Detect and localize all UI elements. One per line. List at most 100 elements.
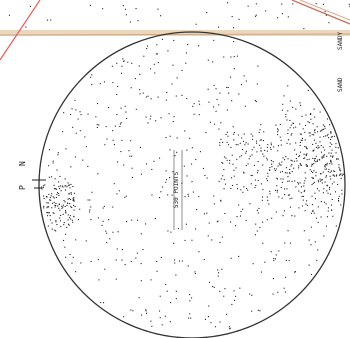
scatter-point <box>138 297 140 299</box>
scatter-point <box>89 4 91 6</box>
center-label: 530 POINTS <box>173 172 180 209</box>
scatter-point <box>325 135 327 137</box>
scatter-point <box>145 223 147 225</box>
scatter-point <box>314 158 316 160</box>
scatter-point <box>266 159 268 161</box>
scatter-point <box>291 197 293 199</box>
scatter-point <box>136 252 138 254</box>
scatter-point <box>60 190 62 192</box>
scatter-point <box>150 279 152 281</box>
sepia-diagonal-line-2 <box>299 0 350 21</box>
scatter-point <box>303 185 305 187</box>
scatter-point <box>319 130 321 132</box>
scatter-point <box>325 203 327 205</box>
scatter-point <box>306 159 308 161</box>
scatter-point <box>52 212 54 214</box>
scatter-point <box>341 189 343 191</box>
scatter-point <box>314 129 316 131</box>
scatter-point <box>175 95 177 97</box>
scatter-point <box>281 161 283 163</box>
scatter-point <box>330 161 332 163</box>
scatter-point <box>312 172 314 174</box>
scatter-point <box>313 177 315 179</box>
scatter-point <box>203 259 205 261</box>
scatter-point <box>236 184 238 186</box>
scatter-point <box>87 165 89 167</box>
scatter-point <box>68 193 70 195</box>
scatter-point <box>296 160 298 162</box>
scatter-point <box>220 199 222 201</box>
scatter-point <box>312 178 314 180</box>
scatter-point <box>207 88 209 90</box>
scatter-point <box>255 3 257 5</box>
scatter-point <box>266 157 268 159</box>
scatter-point <box>102 8 104 10</box>
scatter-point <box>145 116 147 118</box>
scatter-point <box>244 144 246 146</box>
scatter-point <box>272 293 274 295</box>
scatter-point <box>322 192 324 194</box>
scatter-point <box>189 300 191 302</box>
scatter-point <box>151 168 153 170</box>
scatter-point <box>87 199 89 201</box>
scatter-point <box>279 164 281 166</box>
scatter-point <box>118 190 120 192</box>
scatter-point <box>219 241 221 243</box>
scatter-point <box>256 172 258 174</box>
scatter-point <box>312 164 314 166</box>
scatter-point <box>231 154 233 156</box>
scatter-point <box>328 22 330 24</box>
scatter-point <box>287 129 289 131</box>
scatter-point <box>300 151 302 153</box>
scatter-point <box>210 322 212 324</box>
scatter-point <box>188 317 190 319</box>
scatter-point <box>130 309 132 311</box>
scatter-point <box>52 160 54 162</box>
scatter-point <box>25 26 27 28</box>
scatter-point <box>242 191 244 193</box>
scatter-point <box>55 196 57 198</box>
scatter-point <box>61 185 63 187</box>
scatter-point <box>178 260 180 262</box>
scatter-point <box>326 190 328 192</box>
scatter-point <box>327 185 329 187</box>
scatter-point <box>239 215 241 217</box>
scatter-point <box>221 236 223 238</box>
scatter-point <box>117 161 119 163</box>
scatter-point <box>116 248 118 250</box>
scatter-point <box>222 141 224 143</box>
scatter-point <box>321 179 323 181</box>
scatter-point <box>71 219 73 221</box>
scatter-point <box>249 203 251 205</box>
scatter-point <box>51 176 53 178</box>
scatter-point <box>220 122 222 124</box>
scatter-point <box>105 126 107 128</box>
scatter-point <box>320 151 322 153</box>
scatter-point <box>348 3 350 5</box>
scatter-point <box>291 215 293 217</box>
scatter-point <box>270 144 272 146</box>
scatter-point <box>221 161 223 163</box>
scatter-point <box>333 175 335 177</box>
scatter-point <box>330 178 332 180</box>
scatter-point <box>130 261 132 263</box>
scatter-point <box>287 158 289 160</box>
scatter-point <box>306 204 308 206</box>
scatter-point <box>306 148 308 150</box>
scatter-point <box>283 95 285 97</box>
scatter-point <box>165 284 167 286</box>
scatter-point <box>104 144 106 146</box>
scatter-point <box>331 183 333 185</box>
scatter-point <box>340 170 342 172</box>
scatter-point <box>290 159 292 161</box>
scatter-point <box>77 118 79 120</box>
scatter-point <box>69 187 71 189</box>
scatter-point <box>233 139 235 141</box>
scatter-point <box>96 124 98 126</box>
scatter-point <box>213 106 215 108</box>
scatter-point <box>251 154 253 156</box>
scatter-point <box>55 188 57 190</box>
scatter-point <box>299 144 301 146</box>
scatter-point <box>274 258 276 260</box>
scatter-point <box>295 158 297 160</box>
